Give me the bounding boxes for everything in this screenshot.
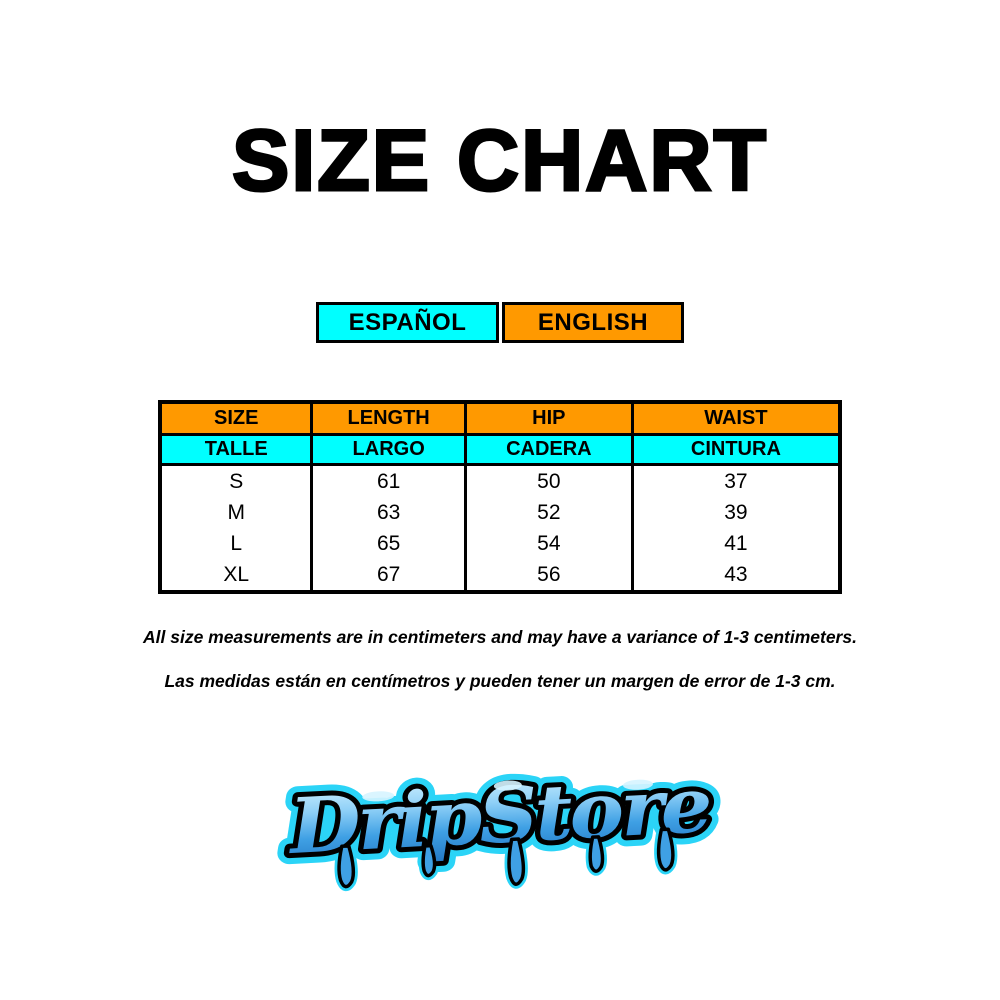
table-cell: S [162, 466, 314, 497]
table-header-english: SIZE LENGTH HIP WAIST [162, 404, 838, 436]
table-cell: 50 [467, 466, 634, 497]
header-cell-largo: LARGO [313, 436, 467, 463]
table-cell: 43 [724, 562, 748, 586]
table-cell: 39 [724, 500, 748, 524]
header-cell-talle: TALLE [162, 436, 314, 463]
table-header-spanish: TALLE LARGO CADERA CINTURA [162, 436, 838, 466]
table-row-xl: XL 67 56 43 [162, 559, 838, 590]
table-body: S 61 50 37 M 63 52 39 L 65 54 41 XL 67 5… [162, 466, 838, 590]
note-english: All size measurements are in centimeters… [143, 627, 857, 647]
table-cell: 65 [313, 528, 467, 559]
table-cell: 54 [467, 528, 634, 559]
table-cell: M [162, 497, 314, 528]
table-cell: 37 [724, 469, 748, 493]
table-row-s: S 61 50 37 [162, 466, 838, 497]
table-row-l: L 65 54 41 [162, 528, 838, 559]
note-spanish: Las medidas están en centímetros y puede… [164, 671, 836, 691]
language-tabs: ESPAÑOL ENGLISH [316, 302, 684, 343]
header-cell-cintura: CINTURA [690, 438, 781, 460]
table-cell: 63 [313, 497, 467, 528]
dripstore-logo: DripStore DripStore DripStore [274, 749, 723, 892]
tab-espanol[interactable]: ESPAÑOL [316, 302, 499, 343]
table-cell: 67 [313, 559, 467, 590]
table-row-m: M 63 52 39 [162, 497, 838, 528]
logo-text: DripStore [285, 760, 712, 871]
header-cell-waist: WAIST [704, 407, 768, 429]
header-cell-hip: HIP [467, 404, 634, 433]
header-cell-cadera: CADERA [467, 436, 634, 463]
table-cell: 41 [724, 531, 748, 555]
table-cell: XL [162, 559, 314, 590]
page-title: SIZE CHART [231, 113, 768, 209]
size-table: SIZE LENGTH HIP WAIST TALLE LARGO CADERA… [158, 400, 842, 594]
header-cell-size: SIZE [162, 404, 314, 433]
tab-english[interactable]: ENGLISH [502, 302, 684, 343]
table-cell: 52 [467, 497, 634, 528]
table-cell: L [162, 528, 314, 559]
header-cell-length: LENGTH [313, 404, 467, 433]
table-cell: 56 [467, 559, 634, 590]
table-cell: 61 [313, 466, 467, 497]
